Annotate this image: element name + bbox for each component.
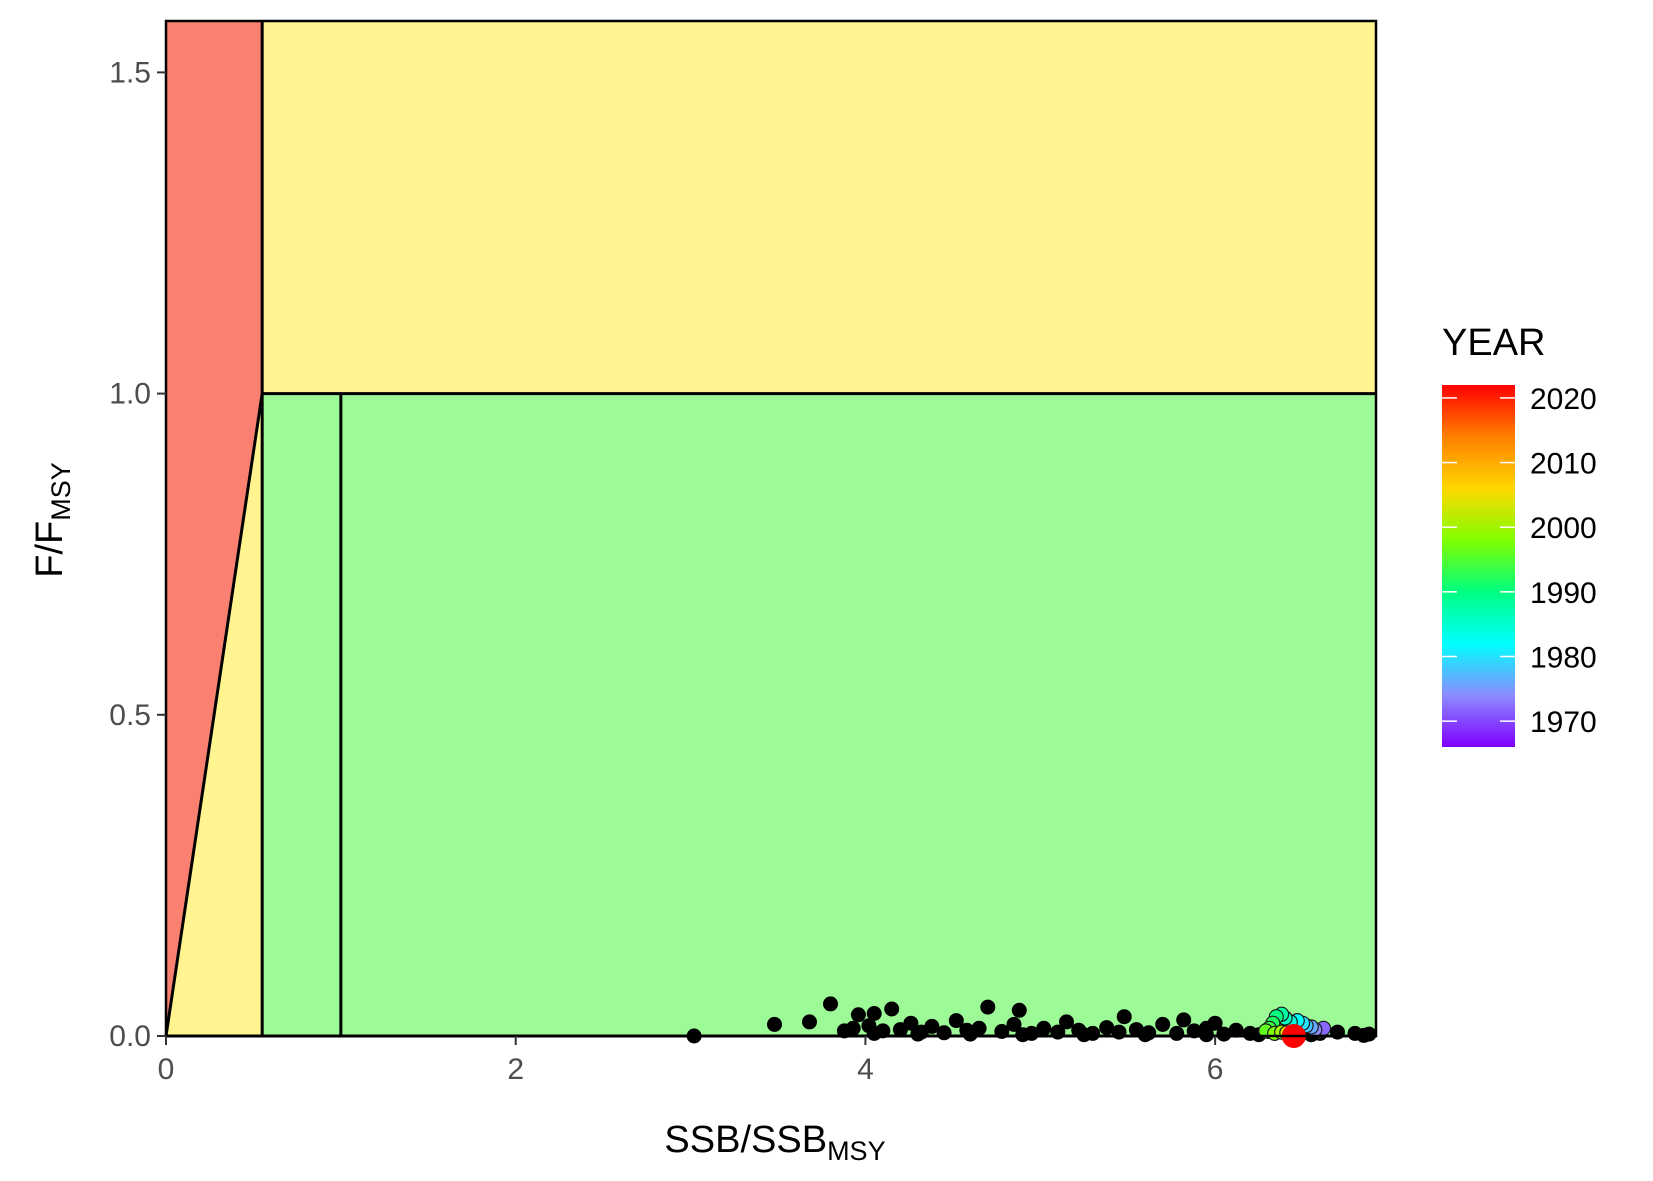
uncertainty-point <box>936 1025 952 1041</box>
year-legend: YEAR 2020 2010 2000 1990 1980 1970 <box>1442 322 1597 747</box>
x-axis-title-main2: SSB <box>751 1119 827 1161</box>
x-tick-label: 6 <box>1207 1053 1224 1086</box>
uncertainty-point <box>1186 1023 1202 1039</box>
uncertainty-point <box>802 1014 817 1030</box>
uncertainty-point <box>1059 1014 1074 1030</box>
legend-label: 2020 <box>1530 383 1597 416</box>
legend-label: 1990 <box>1530 577 1597 610</box>
y-tick-label: 1.0 <box>109 378 151 411</box>
uncertainty-point <box>903 1015 919 1031</box>
x-axis-title-main: SSB <box>664 1119 740 1161</box>
y-tick-label: 0.0 <box>109 1020 151 1053</box>
zone-overfished-overfishing <box>166 21 263 1036</box>
legend-ticks: 2020 2010 2000 1990 1980 1970 <box>1442 383 1597 739</box>
y-axis-title-main2: F <box>29 521 71 544</box>
hcr-diagonal-line <box>164 393 264 1037</box>
legend-label: 2000 <box>1530 512 1597 545</box>
uncertainty-point <box>850 1007 866 1023</box>
uncertainty-point <box>823 996 838 1012</box>
uncertainty-point <box>1137 1027 1153 1043</box>
uncertainty-point <box>866 1025 882 1041</box>
uncertainty-point <box>1228 1022 1244 1038</box>
x-axis-title-subscript: MSY <box>827 1136 886 1166</box>
uncertainty-point <box>1099 1020 1115 1036</box>
legend-label: 1970 <box>1530 706 1597 739</box>
uncertainty-point <box>924 1018 940 1034</box>
uncertainty-point <box>1176 1012 1192 1028</box>
zone-overfishing-upper <box>262 21 1377 394</box>
svg-text:SSB/SSBMSY: SSB/SSBMSY <box>664 1119 885 1166</box>
uncertainty-point <box>845 1020 861 1036</box>
uncertainty-point <box>1076 1027 1092 1043</box>
uncertainty-point <box>1216 1026 1232 1042</box>
x-tick-label: 0 <box>158 1053 175 1086</box>
legend-title: YEAR <box>1442 322 1545 364</box>
uncertainty-point <box>1015 1027 1031 1043</box>
y-axis-title-main: F <box>29 555 71 578</box>
uncertainty-point <box>767 1016 782 1032</box>
uncertainty-point <box>1198 1027 1214 1043</box>
uncertainty-point <box>1155 1016 1171 1032</box>
x-axis-title-separator: / <box>740 1119 751 1161</box>
x-axis-title: SSB/SSBMSY <box>664 1119 885 1166</box>
uncertainty-point <box>866 1006 882 1021</box>
y-tick-label: 0.5 <box>109 699 151 732</box>
uncertainty-point <box>1111 1024 1127 1040</box>
uncertainty-point <box>1330 1024 1345 1040</box>
uncertainty-point <box>948 1013 964 1029</box>
zone-sustainable <box>262 393 1377 1037</box>
y-axis-title-subscript: MSY <box>46 462 76 521</box>
legend-label: 2010 <box>1530 448 1597 481</box>
reference-lines <box>164 21 1376 1038</box>
x-tick-label: 2 <box>507 1053 524 1086</box>
uncertainty-point <box>1036 1020 1052 1036</box>
y-axis-title: F/FMSY <box>29 462 76 578</box>
uncertainty-point <box>884 1001 900 1017</box>
uncertainty-point <box>1006 1016 1022 1032</box>
legend-label: 1980 <box>1530 642 1597 675</box>
uncertainty-point <box>1011 1002 1027 1018</box>
y-axis-title-separator: / <box>29 544 71 555</box>
legend-colorbar <box>1442 385 1515 747</box>
uncertainty-point <box>910 1026 926 1042</box>
status-zones <box>166 21 1377 1037</box>
uncertainty-point <box>1207 1015 1223 1031</box>
uncertainty-point <box>1116 1009 1132 1025</box>
uncertainty-point <box>1169 1025 1185 1041</box>
uncertainty-point <box>962 1026 978 1042</box>
y-tick-label: 1.5 <box>109 56 151 89</box>
plot-panel-border <box>164 19 1378 1038</box>
uncertainty-point <box>980 999 996 1015</box>
x-tick-label: 4 <box>857 1053 874 1086</box>
svg-text:F/FMSY: F/FMSY <box>29 462 76 578</box>
axes: 0 2 4 6 0.0 0.5 1.0 1.5 <box>109 19 1378 1086</box>
